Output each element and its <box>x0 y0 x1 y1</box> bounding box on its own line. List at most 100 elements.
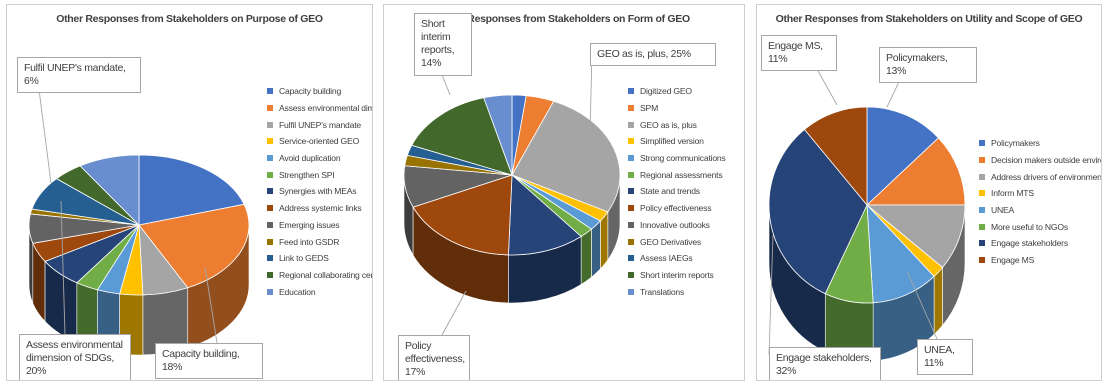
legend-label: Feed into GSDR <box>279 236 340 247</box>
legend-item-address-drivers-of-environmental-change: Address drivers of environmental change <box>979 168 1102 185</box>
legend-item-policy-effectiveness: Policy effectiveness <box>628 200 726 217</box>
legend-label: State and trends <box>640 186 700 197</box>
legend-item-capacity-building: Capacity building <box>267 83 372 100</box>
legend-label: Translations <box>640 286 685 297</box>
legend-swatch <box>628 121 634 128</box>
chart-title: Other Responses from Stakeholders on Uti… <box>775 13 1083 25</box>
legend-item-translations: Translations <box>628 283 726 300</box>
legend-label: Service-oriented GEO <box>279 136 360 147</box>
pie-slice-address-drivers-of-environmental-change <box>865 204 966 269</box>
pie-chart-purpose <box>28 73 250 356</box>
legend-label: Address drivers of environmental change <box>991 171 1102 182</box>
legend-swatch <box>267 171 273 178</box>
legend-label: Engage MS <box>991 255 1035 266</box>
legend-label: Link to GEDS <box>279 253 329 264</box>
legend-label: Regional assessments <box>640 169 723 180</box>
legend-swatch <box>628 288 634 295</box>
legend-item-education: Education <box>267 283 372 300</box>
legend-item-fulfil-unep-s-mandate: Fulfil UNEP's mandate <box>267 116 372 133</box>
legend-swatch <box>628 205 634 212</box>
legend-label: UNEA <box>991 205 1015 216</box>
legend-item-feed-into-gsdr: Feed into GSDR <box>267 233 372 250</box>
legend-item-geo-derivatives: GEO Derivatives <box>628 233 726 250</box>
legend-item-simplified-version: Simplified version <box>628 133 726 150</box>
legend-item-avoid-duplication: Avoid duplication <box>267 150 372 167</box>
legend-item-assess-environmental-dimension-of-sdgs: Assess environmental dimension of SDGs <box>267 100 372 117</box>
pie-side-regional-assessments <box>580 228 592 286</box>
leader-line-assess-environmental-dimension-of-sdgs <box>60 200 66 335</box>
legend-item-spm: SPM <box>628 100 726 117</box>
chart-panel-purpose: Other Responses from Stakeholders on Pur… <box>6 4 373 381</box>
legend-label: GEO as is, plus <box>640 119 697 130</box>
data-label-geo-as-is-plus: GEO as is, plus, 25% <box>590 43 716 67</box>
legend-swatch <box>628 238 634 245</box>
legend-item-address-systemic-links: Address systemic links <box>267 200 372 217</box>
pie-slice-education <box>79 154 140 226</box>
legend-item-regional-collaborating-centres: Regional collaborating centres <box>267 267 372 284</box>
legend-item-synergies-with-meas: Synergies with MEAs <box>267 183 372 200</box>
pie-slice-assess-environmental-dimension-of-sdgs <box>138 203 250 289</box>
legend-label: Regional collaborating centres <box>279 269 372 280</box>
legend-swatch <box>979 140 985 147</box>
data-label-engage-ms: Engage MS, 11% <box>761 35 837 72</box>
legend: Capacity building Assess environmental di… <box>267 83 372 300</box>
legend-swatch <box>267 121 273 128</box>
pie-slice-geo-as-is-plus <box>511 100 621 213</box>
legend-item-innovative-outlooks: Innovative outlooks <box>628 217 726 234</box>
legend-swatch <box>628 221 634 228</box>
legend-swatch <box>979 223 985 230</box>
legend-label: Strong communications <box>640 153 726 164</box>
leader-line-policy-effectiveness <box>441 290 467 336</box>
legend-label: Assess environmental dimension of SDGs <box>279 103 372 114</box>
chart-title: Other Responses from Stakeholders on Pur… <box>56 13 323 25</box>
legend-label: Avoid duplication <box>279 153 341 164</box>
legend-label: More useful to NGOs <box>991 221 1068 232</box>
legend-label: Decision makers outside environment <box>991 155 1101 166</box>
legend-label: Synergies with MEAs <box>279 186 357 197</box>
legend-item-policymakers: Policymakers <box>979 135 1101 152</box>
pie-slice-unea <box>866 203 935 304</box>
legend-swatch <box>267 155 273 162</box>
legend-label: Policy effectiveness <box>640 203 712 214</box>
pie-chart-form <box>403 48 621 336</box>
pie-slice-engage-stakeholders <box>768 128 868 295</box>
pie-slice-policymakers <box>866 106 940 206</box>
data-label-capacity-building: Capacity building, 18% <box>155 343 263 380</box>
legend-swatch <box>979 240 985 247</box>
legend-label: Emerging issues <box>279 219 340 230</box>
legend-item-link-to-geds: Link to GEDS <box>267 250 372 267</box>
leader-line-capacity-building <box>204 266 218 344</box>
legend-label: SPM <box>640 103 659 114</box>
legend-swatch <box>628 138 634 145</box>
legend-item-service-oriented-geo: Service-oriented GEO <box>267 133 372 150</box>
legend-label: Address systemic links <box>279 203 362 214</box>
legend-label: Innovative outlooks <box>640 219 710 230</box>
legend-label: Inform MTS <box>991 188 1034 199</box>
pie-side-simplified-version <box>600 210 609 270</box>
leader-line-unea <box>906 270 938 340</box>
legend-label: Fulfil UNEP's mandate <box>279 119 361 130</box>
legend-item-digitized-geo: Digitized GEO <box>628 83 726 100</box>
legend-swatch <box>628 171 634 178</box>
legend-label: Policymakers <box>991 138 1040 149</box>
legend-swatch <box>267 221 273 228</box>
pie-side-strong-communications <box>591 220 601 278</box>
chart-title: Other Responses from Stakeholders on For… <box>438 13 690 25</box>
legend-item-regional-assessments: Regional assessments <box>628 166 726 183</box>
legend-swatch <box>979 257 985 264</box>
data-label-engage-stakeholders: Engage stakeholders, 32% <box>769 347 881 380</box>
legend-item-emerging-issues: Emerging issues <box>267 217 372 234</box>
legend-label: Digitized GEO <box>640 86 692 97</box>
data-label-short-interim-reports: Short interim reports, 14% <box>414 13 472 76</box>
leader-line-engage-stakeholders <box>768 234 774 356</box>
legend-swatch <box>628 88 634 95</box>
pie-slice-translations <box>483 94 513 176</box>
pie-slice-capacity-building <box>138 154 245 226</box>
legend-swatch <box>267 138 273 145</box>
chart-panel-form: Other Responses from Stakeholders on For… <box>383 4 745 381</box>
legend-label: Assess IAEGs <box>640 253 693 264</box>
legend-swatch <box>628 271 634 278</box>
legend-label: Simplified version <box>640 136 704 147</box>
legend-item-inform-mts: Inform MTS <box>979 185 1101 202</box>
data-label-unea: UNEA, 11% <box>917 339 973 376</box>
